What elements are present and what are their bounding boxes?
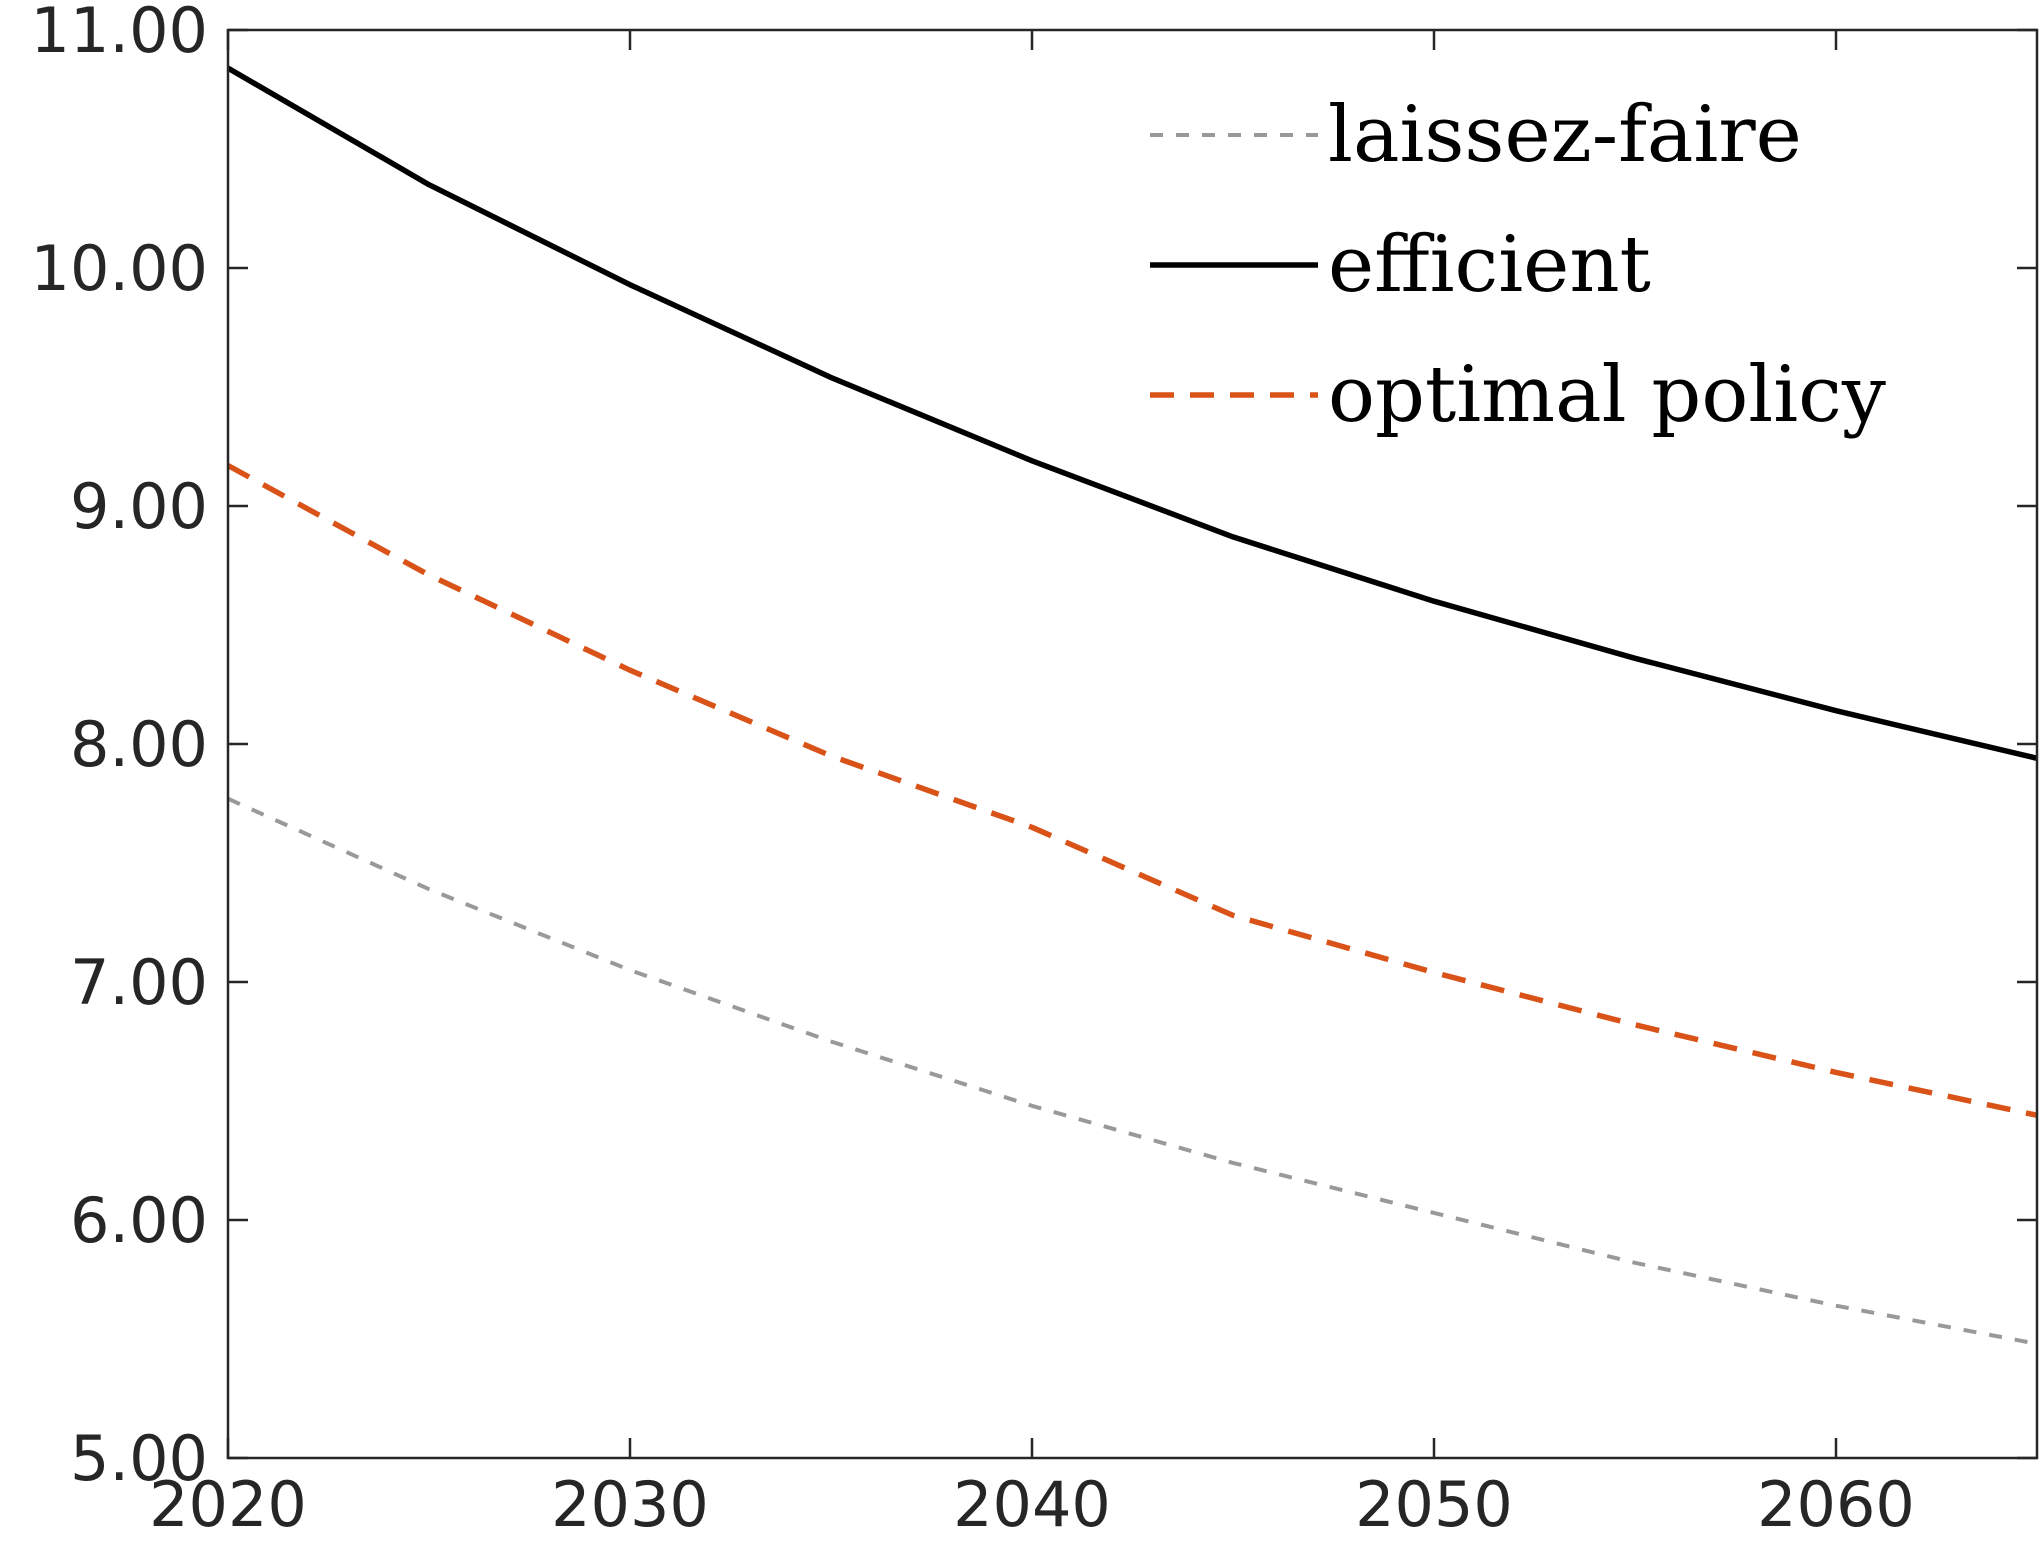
series-line-optimal-policy — [226, 463, 2038, 1118]
legend-label: efficient — [1328, 220, 1651, 310]
x-tick-label: 2050 — [1355, 1468, 1513, 1541]
legend: laissez-faire efficient optimal policy — [1150, 90, 1886, 440]
series-line-laissez-faire — [227, 796, 2038, 1346]
y-tick-label: 5.00 — [70, 1422, 208, 1495]
y-tick-label: 8.00 — [70, 708, 208, 781]
plot-background — [228, 30, 2037, 1458]
x-tick-label: 2060 — [1757, 1468, 1915, 1541]
axis-tick-labels: 2020 2030 2040 2050 2060 5.00 6.00 7.00 8.00 9.00… — [31, 0, 1915, 1541]
x-tick-label: 2040 — [953, 1468, 1111, 1541]
x-tick-label: 2020 — [149, 1468, 307, 1541]
y-tick-label: 11.00 — [31, 0, 209, 67]
y-tick-label: 7.00 — [70, 946, 208, 1019]
series-line-efficient — [226, 65, 2038, 761]
y-tick-label: 10.00 — [31, 232, 209, 305]
legend-label: optimal policy — [1328, 350, 1886, 440]
series-lines — [226, 65, 2038, 1346]
y-tick-label: 9.00 — [70, 470, 208, 543]
legend-label: laissez-faire — [1328, 90, 1802, 180]
y-tick-label: 6.00 — [70, 1184, 208, 1257]
plot-frame — [226, 28, 2039, 1460]
x-tick-label: 2030 — [551, 1468, 709, 1541]
